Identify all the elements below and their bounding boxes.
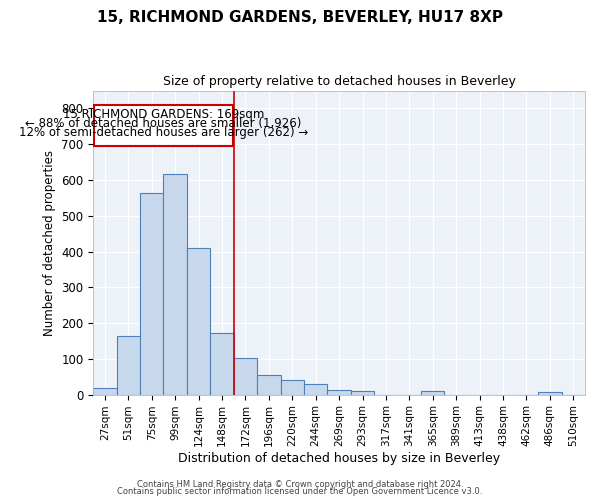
Title: Size of property relative to detached houses in Beverley: Size of property relative to detached ho…	[163, 75, 515, 88]
Bar	[351, 390, 374, 394]
Bar	[328, 390, 351, 394]
Bar	[257, 376, 281, 394]
Bar	[210, 333, 234, 394]
Bar	[421, 392, 445, 394]
Bar	[538, 392, 562, 394]
Text: 12% of semi-detached houses are larger (262) →: 12% of semi-detached houses are larger (…	[19, 126, 308, 138]
Text: Contains HM Land Registry data © Crown copyright and database right 2024.: Contains HM Land Registry data © Crown c…	[137, 480, 463, 489]
Y-axis label: Number of detached properties: Number of detached properties	[43, 150, 56, 336]
Bar	[140, 193, 163, 394]
Bar	[234, 358, 257, 395]
X-axis label: Distribution of detached houses by size in Beverley: Distribution of detached houses by size …	[178, 452, 500, 465]
Bar	[94, 105, 233, 146]
Text: Contains public sector information licensed under the Open Government Licence v3: Contains public sector information licen…	[118, 487, 482, 496]
Bar	[93, 388, 116, 394]
Bar	[116, 336, 140, 394]
Text: ← 88% of detached houses are smaller (1,926): ← 88% of detached houses are smaller (1,…	[25, 118, 302, 130]
Bar	[163, 174, 187, 394]
Bar	[304, 384, 328, 394]
Bar	[187, 248, 210, 394]
Text: 15, RICHMOND GARDENS, BEVERLEY, HU17 8XP: 15, RICHMOND GARDENS, BEVERLEY, HU17 8XP	[97, 10, 503, 25]
Text: 15 RICHMOND GARDENS: 169sqm: 15 RICHMOND GARDENS: 169sqm	[63, 108, 264, 120]
Bar	[281, 380, 304, 394]
